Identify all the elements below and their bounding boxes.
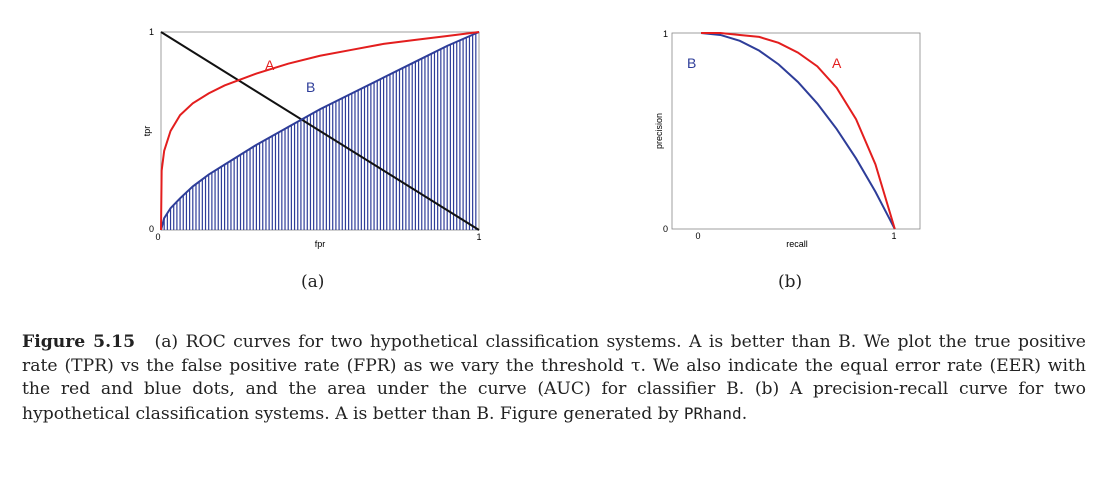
pr-series-a-line: [701, 32, 896, 230]
pr-xtick-1: 1: [891, 231, 896, 241]
pr-series-b-line: [700, 32, 896, 230]
pr-ylabel: precision: [654, 113, 664, 149]
pr-xtick-0: 0: [695, 231, 700, 241]
pr-plot: 1 0 0 1 recall precision B A: [654, 29, 921, 249]
pr-plot-frame: [671, 32, 921, 230]
roc-series-a-line: [160, 31, 480, 231]
panel-a-label: (a): [301, 272, 325, 292]
pr-series-b-label: B: [687, 55, 696, 71]
figure-caption: Figure 5.15 (a) ROC curves for two hypot…: [22, 331, 1086, 426]
roc-eer-line: [160, 31, 480, 231]
roc-ylabel: tpr: [142, 126, 152, 137]
roc-ytick-1: 1: [149, 27, 154, 37]
caption-text: (a) ROC curves for two hypothetical clas…: [22, 332, 1086, 424]
roc-xlabel: fpr: [315, 239, 326, 249]
roc-plot: 1 0 0 1 fpr tpr A B: [142, 27, 482, 249]
panel-b-label: (b): [778, 272, 803, 292]
pr-ytick-1: 1: [663, 29, 668, 39]
roc-series-a-label: A: [265, 57, 275, 73]
caption-code-link[interactable]: PRhand: [683, 403, 742, 423]
pr-ytick-0: 0: [663, 224, 668, 234]
roc-xtick-0: 0: [155, 232, 160, 242]
figure-plots: 1 0 0 1 fpr tpr A B 1 0 0 1 recall preci…: [142, 27, 921, 249]
roc-series-b-line: [160, 31, 480, 231]
pr-series-a-label: A: [832, 55, 842, 71]
figure-number: Figure 5.15: [22, 332, 136, 352]
pr-xlabel: recall: [786, 239, 808, 249]
roc-auc-hatching: [163, 33, 477, 230]
roc-ytick-0: 0: [149, 224, 154, 234]
caption-end: .: [741, 403, 748, 424]
roc-series-b-label: B: [306, 79, 315, 95]
roc-xtick-1: 1: [476, 232, 481, 242]
